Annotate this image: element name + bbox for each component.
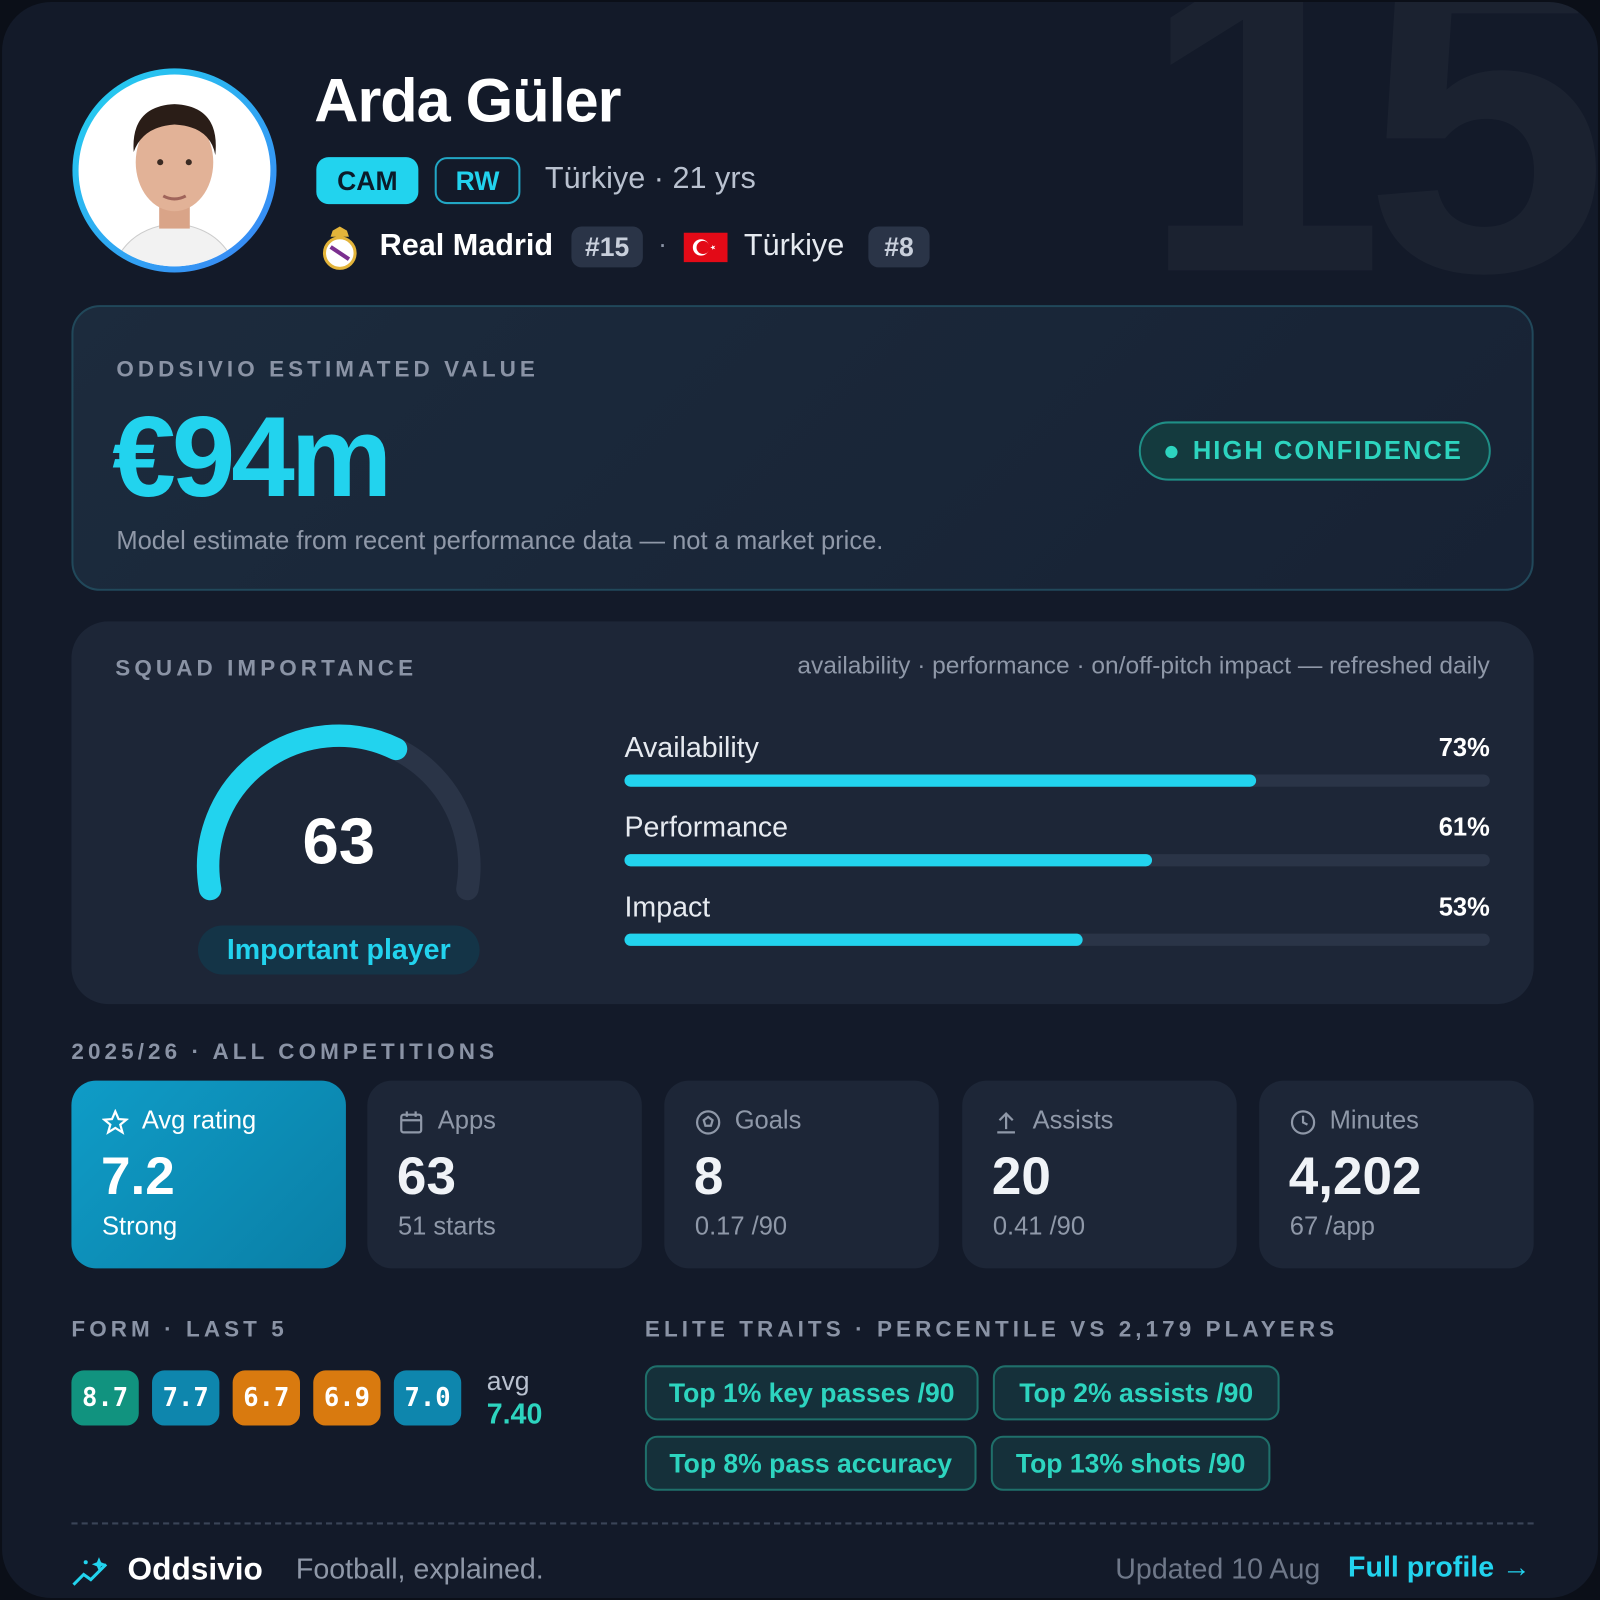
stat-sub: 67 /app: [1289, 1212, 1375, 1241]
form-chip: 6.9: [313, 1370, 381, 1426]
stat-icon: [1290, 1110, 1316, 1135]
stat-value: 63: [396, 1146, 456, 1207]
value-panel: ODDSIVIO ESTIMATED VALUE €94m Model estima…: [71, 305, 1534, 591]
stat-icon: [102, 1109, 129, 1135]
stat-sub: 0.17 /90: [694, 1212, 788, 1241]
squad-title: SQUAD IMPORTANCE: [115, 655, 418, 681]
squad-panel: SQUAD IMPORTANCE availability · performan…: [71, 621, 1534, 1005]
stat-card: Assists 20 0.41 /90: [962, 1080, 1237, 1269]
trait-pill: Top 1% key passes /90: [644, 1365, 979, 1421]
season-title: 2025/26 · ALL COMPETITIONS: [71, 1038, 499, 1065]
national-flag: [683, 232, 728, 263]
form-chip: 8.7: [71, 1370, 139, 1426]
metric-label: 53%: [1438, 892, 1490, 922]
full-profile-link[interactable]: Full profile →: [1348, 1551, 1531, 1583]
national-team: Türkiye: [743, 228, 845, 263]
stat-card: Goals 8 0.17 /90: [664, 1080, 939, 1269]
stat-icon: [997, 1112, 1015, 1134]
stat-label: Goals: [734, 1106, 802, 1135]
national-number: #8: [868, 226, 930, 268]
brand-icon: [72, 1557, 108, 1586]
trait-pill: Top 2% assists /90: [992, 1365, 1280, 1421]
updated: Updated 10 Aug: [1115, 1553, 1321, 1585]
form-title: FORM · LAST 5: [71, 1316, 288, 1342]
stat-value: 8: [693, 1146, 724, 1207]
player-name: Arda Güler: [314, 66, 621, 135]
status-pill: Important player: [197, 925, 480, 975]
separator: ·: [658, 228, 668, 260]
value-label: ODDSIVIO ESTIMATED VALUE: [116, 356, 539, 382]
value-note: Model estimate from recent performance d…: [116, 526, 884, 556]
confidence-badge: HIGH CONFIDENCE: [1138, 421, 1491, 481]
form-chip: 6.7: [232, 1370, 300, 1426]
metric-name: Impact: [624, 890, 711, 923]
metric-track: [624, 854, 1490, 867]
stat-label: Assists: [1032, 1106, 1114, 1135]
metric-label: 73%: [1438, 733, 1490, 763]
confidence-dot: [1165, 445, 1178, 459]
stat-sub: 51 starts: [397, 1212, 496, 1241]
traits-title: ELITE TRAITS · PERCENTILE VS 2,179 PLAYE…: [644, 1316, 1339, 1342]
stat-label: Minutes: [1329, 1106, 1419, 1135]
club-name: Real Madrid: [379, 228, 554, 263]
stat-card: Minutes 4,202 67 /app: [1259, 1080, 1534, 1269]
avatar: [72, 68, 277, 273]
stat-label: Apps: [437, 1106, 496, 1135]
form-avg: 7.40: [486, 1397, 543, 1430]
stat-card: Apps 63 51 starts: [367, 1080, 642, 1269]
nationality-age: Türkiye · 21 yrs: [544, 161, 756, 195]
position-badge: RW: [434, 157, 521, 205]
stat-value: 7.2: [101, 1146, 175, 1207]
value-amount: €94m: [112, 392, 392, 521]
trait-pill: Top 8% pass accuracy: [644, 1435, 977, 1491]
metric-name: Performance: [624, 811, 789, 843]
form-avg-label: avg: [486, 1365, 530, 1396]
trait-pill: Top 13% shots /90: [990, 1435, 1271, 1491]
squad-subtitle: availability · performance · on/off-pitc…: [797, 652, 1490, 680]
metric-name: Availability: [624, 731, 759, 764]
background-number: 15: [1141, 2, 1588, 339]
gauge-fill: [197, 724, 408, 901]
stat-icon: [400, 1111, 423, 1134]
gauge-score: 63: [302, 804, 376, 878]
metric-bar: [624, 774, 1257, 787]
stat-sub: 0.41 /90: [992, 1212, 1086, 1241]
tagline: Football, explained.: [295, 1553, 544, 1585]
confidence-text: HIGH CONFIDENCE: [1192, 436, 1463, 466]
form-chip: 7.7: [152, 1370, 220, 1426]
gauge: [196, 724, 481, 901]
brand-name: Oddsivio: [127, 1551, 263, 1587]
stat-label: Avg rating: [141, 1106, 257, 1135]
stat-value: 20: [991, 1146, 1051, 1207]
metric-track: [624, 774, 1490, 787]
stat-value: 4,202: [1288, 1146, 1422, 1207]
stat-sub: Strong: [102, 1212, 178, 1241]
divider: [71, 1522, 1534, 1525]
form-chip: 7.0: [393, 1370, 462, 1426]
position-badge: CAM: [316, 157, 419, 205]
stat-icon: [695, 1110, 721, 1135]
club-number: #15: [571, 226, 643, 268]
club-crest: [322, 226, 357, 270]
metric-label: 61%: [1438, 813, 1490, 842]
stat-card: Avg rating 7.2 Strong: [71, 1080, 346, 1269]
metric-track: [624, 933, 1490, 946]
metric-bar: [624, 933, 1084, 946]
metric-bar: [624, 854, 1153, 867]
